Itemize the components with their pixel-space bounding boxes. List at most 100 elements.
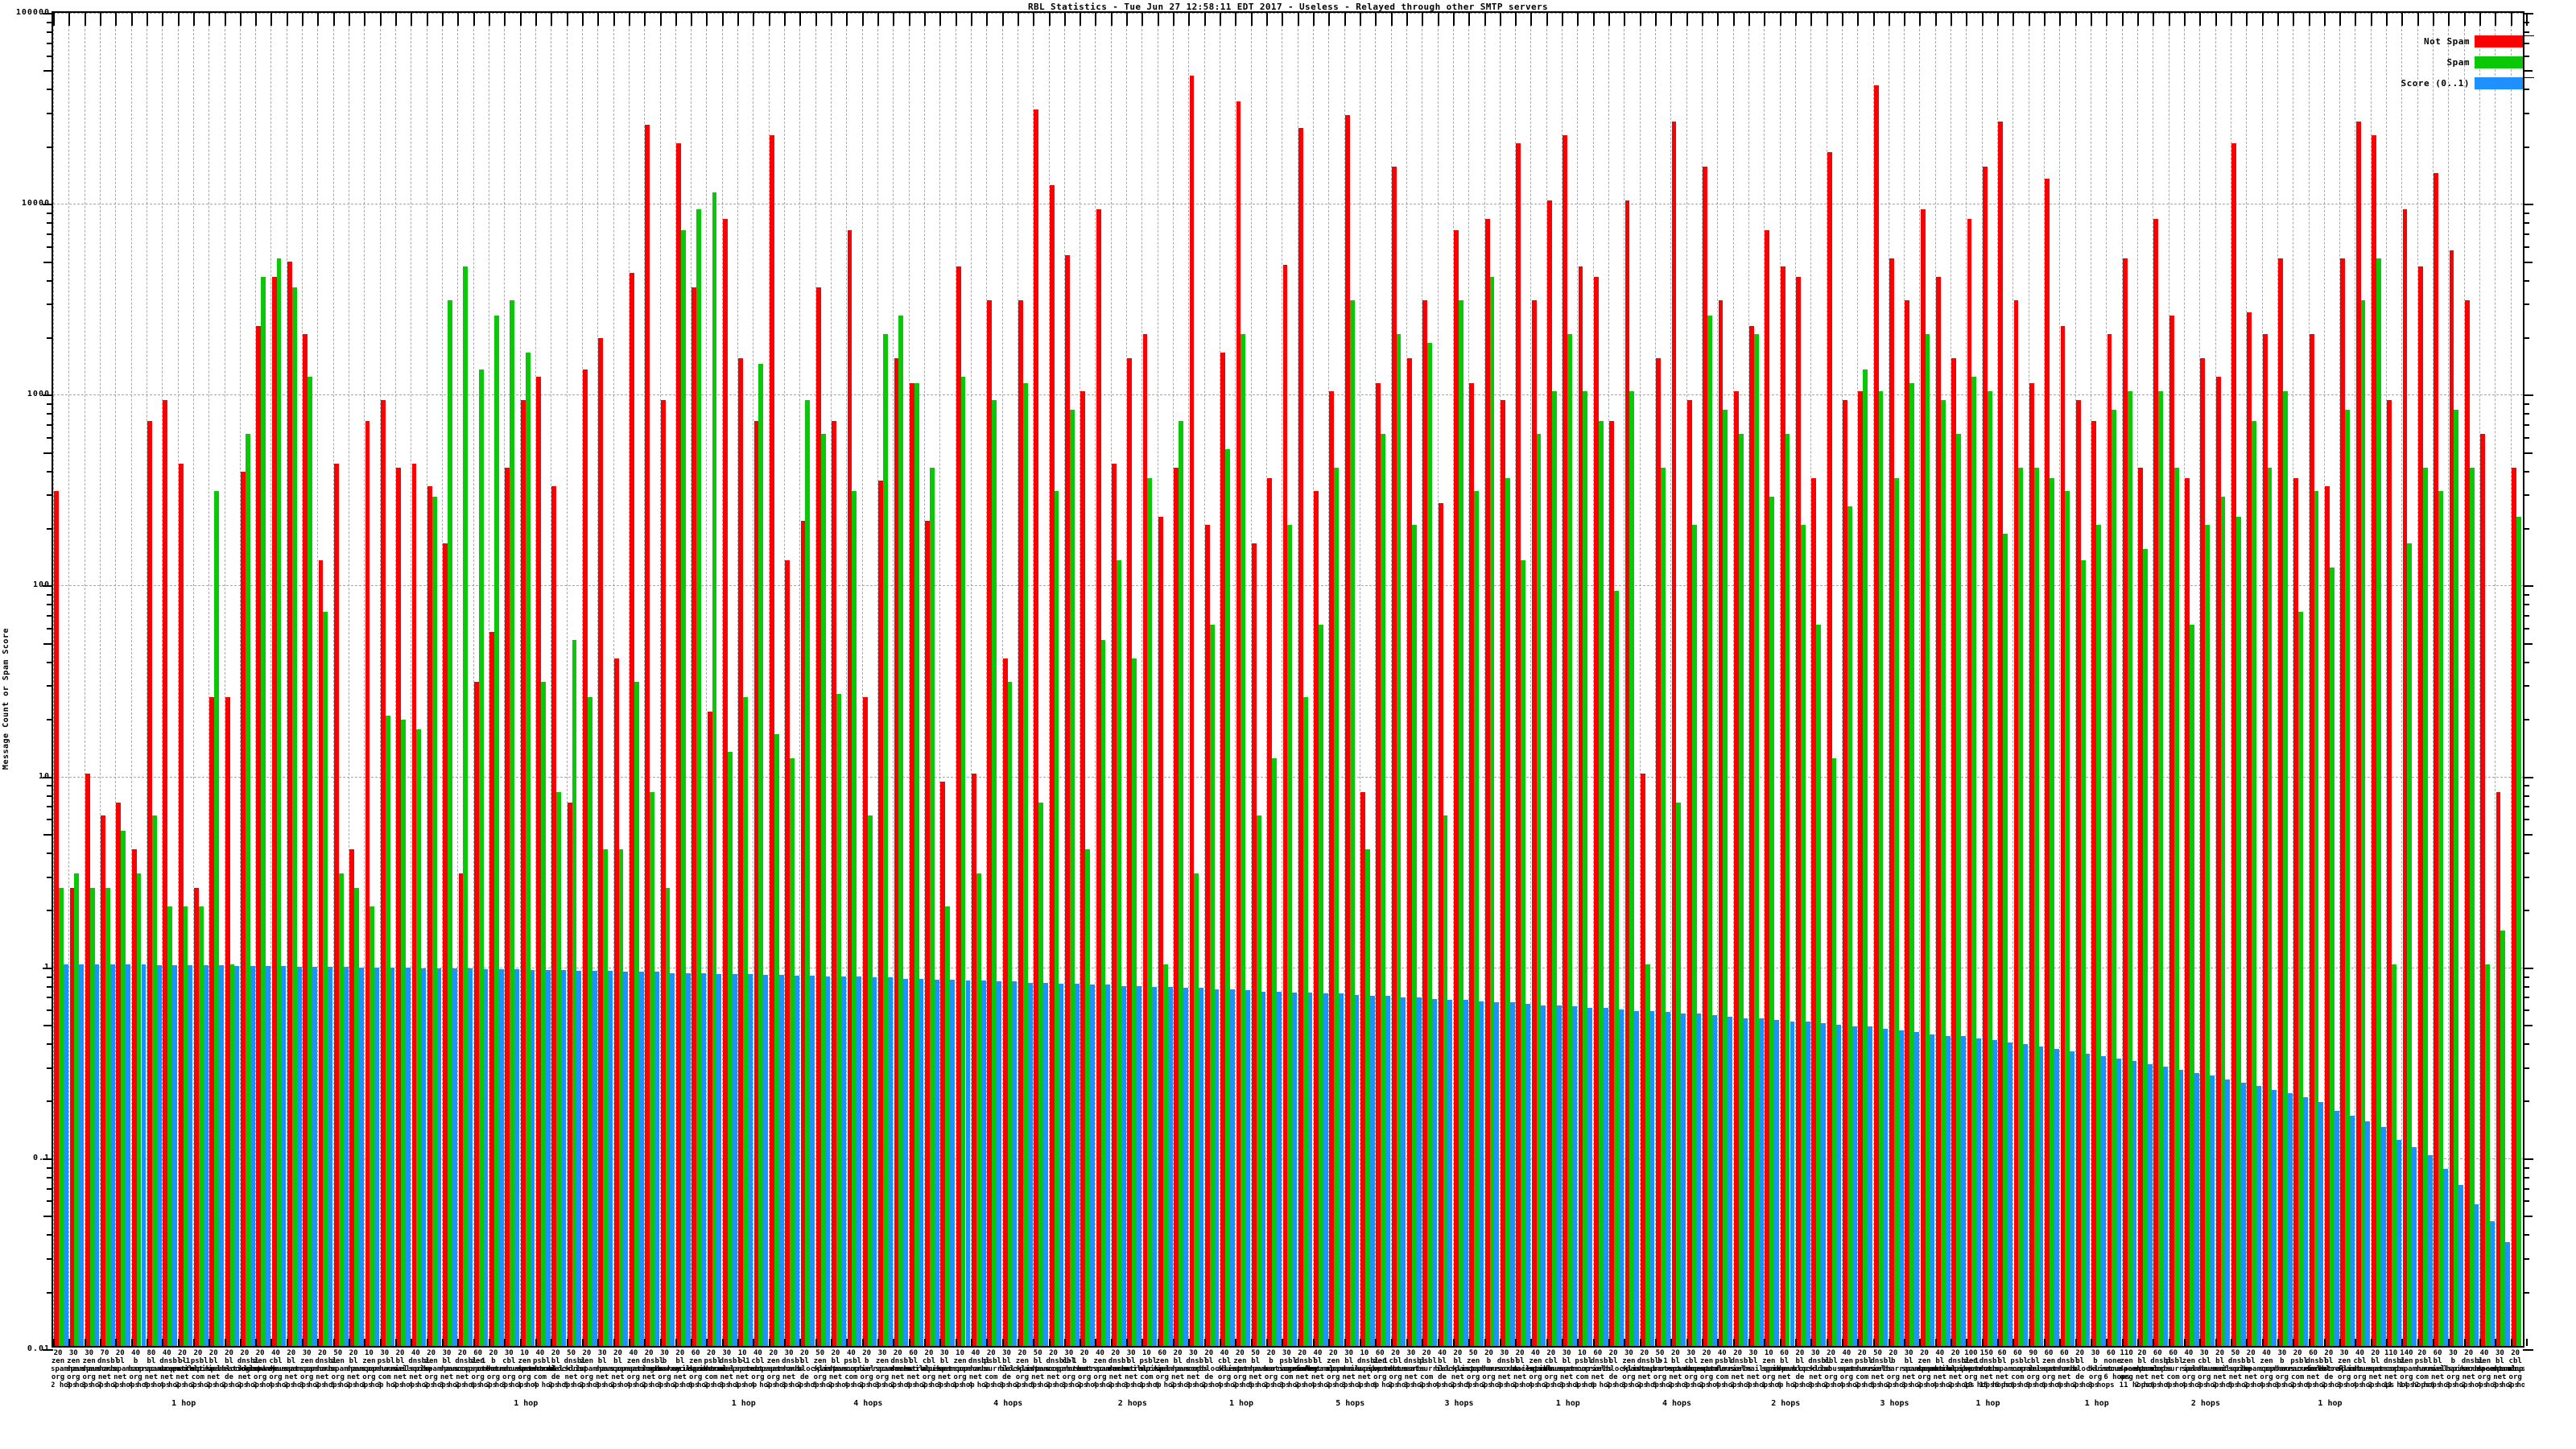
x-tick-bottom xyxy=(784,1339,786,1346)
x-tick-bottom xyxy=(2386,1339,2388,1346)
bar-group xyxy=(1935,13,1951,1346)
bar-not-spam xyxy=(1624,200,1630,1346)
y-tick-minor-right xyxy=(2523,222,2529,225)
bar-score xyxy=(608,971,613,1346)
grid-line-vertical xyxy=(1390,13,1392,1346)
x-tick-top xyxy=(411,13,413,26)
bar-score xyxy=(1027,982,1033,1346)
x-tick-bottom xyxy=(2355,1339,2357,1346)
bar-group xyxy=(2153,13,2169,1346)
x-tick-top xyxy=(1157,13,1159,26)
bar-spam xyxy=(2500,930,2506,1346)
x-tick-top xyxy=(2261,13,2264,26)
bar-score xyxy=(1137,985,1141,1346)
grid-line-vertical xyxy=(1732,13,1734,1346)
x-tick-bottom xyxy=(2183,1339,2186,1346)
bar-group xyxy=(270,13,287,1346)
bar-spam xyxy=(2205,525,2211,1346)
bar-spam xyxy=(2080,560,2086,1346)
bar-score xyxy=(1587,1008,1593,1346)
y-tick-minor-right xyxy=(2523,424,2529,427)
x-tick-label: 10 dnsbl-1 uceprotect net 1 hop xyxy=(1356,1349,1402,1389)
bar-score xyxy=(2116,1059,2122,1346)
bar-not-spam xyxy=(1889,258,1894,1346)
bar-spam xyxy=(1831,758,1837,1346)
x-tick-label: 60 dnsbl sorbs net 6 hops xyxy=(2057,1349,2083,1389)
grid-line-vertical xyxy=(535,13,536,1346)
bar-group xyxy=(2339,13,2355,1346)
hop-group-label: 1 hop xyxy=(1555,1399,1580,1408)
bar-score xyxy=(857,976,862,1346)
bar-group xyxy=(2293,13,2308,1346)
x-tick-top xyxy=(846,13,848,26)
x-tick-top xyxy=(1203,13,1206,26)
bar-group xyxy=(1904,13,1919,1346)
bar-group xyxy=(644,13,659,1346)
x-tick-label: 40 b barracudacentral org 4 hops xyxy=(128,1349,199,1389)
x-tick-top xyxy=(84,13,86,26)
bar-spam xyxy=(121,830,126,1346)
bar-score xyxy=(266,965,270,1346)
grid-line-vertical xyxy=(2495,13,2496,1346)
x-tick-label: 50 zen spamhaus org 5 hops xyxy=(330,1349,366,1389)
x-tick-bottom xyxy=(1141,1339,1144,1346)
y-tick-minor-right xyxy=(2523,528,2529,530)
bar-group xyxy=(1360,13,1375,1346)
x-tick-top xyxy=(1826,13,1828,26)
bar-spam xyxy=(1194,873,1199,1346)
bar-score xyxy=(2163,1067,2169,1346)
grid-line-vertical xyxy=(2308,13,2310,1346)
y-tick-label: 100000 xyxy=(15,8,50,17)
x-tick-label: 10 psbl surriel com 1 hop xyxy=(1139,1349,1170,1389)
bar-group xyxy=(1686,13,1702,1346)
x-tick-label: 20 zen spamhaus org 2 hops xyxy=(1232,1349,1268,1389)
y-tick-minor xyxy=(47,985,53,988)
bar-score xyxy=(1152,986,1158,1346)
bar-not-spam xyxy=(178,463,184,1346)
bar-score xyxy=(1105,985,1111,1346)
y-tick-label: 100 xyxy=(32,580,50,590)
grid-line-vertical xyxy=(504,13,506,1346)
x-tick-label: 30 bl spamcop net 3 hops xyxy=(937,1349,968,1389)
grid-line-vertical xyxy=(1608,13,1610,1346)
grid-line-vertical xyxy=(1048,13,1050,1346)
bar-group xyxy=(520,13,535,1346)
x-tick-label: 50 zen spamhaus org 5 hops xyxy=(1466,1349,1501,1389)
y-tick-minor xyxy=(43,1025,53,1027)
bar-group xyxy=(737,13,753,1346)
x-tick-top xyxy=(1717,13,1719,26)
x-tick-top xyxy=(2168,13,2170,26)
grid-line-vertical xyxy=(68,13,70,1346)
x-tick-bottom xyxy=(2510,1339,2512,1346)
grid-line-vertical xyxy=(1779,13,1781,1346)
y-tick-minor xyxy=(47,1009,53,1012)
x-tick-bottom xyxy=(2277,1339,2279,1346)
bar-not-spam xyxy=(2060,326,2066,1346)
x-tick-bottom xyxy=(504,1339,506,1346)
x-tick-bottom xyxy=(1764,1339,1766,1346)
bar-spam xyxy=(1754,333,1759,1346)
x-tick-label: 20 bl blocklist de 2 hops xyxy=(797,1349,837,1389)
bar-group xyxy=(225,13,240,1346)
x-tick-bottom xyxy=(1375,1339,1377,1346)
y-tick-minor xyxy=(47,1257,53,1260)
x-tick-top xyxy=(1499,13,1501,26)
x-tick-bottom xyxy=(2136,1339,2139,1346)
bar-score xyxy=(296,966,302,1346)
hop-group-label: 1 hop xyxy=(2318,1399,2343,1408)
bar-score xyxy=(716,973,722,1346)
x-tick-bottom xyxy=(1173,1339,1175,1346)
grid-line-vertical xyxy=(1188,13,1190,1346)
grid-line-vertical xyxy=(784,13,786,1346)
bar-spam xyxy=(1971,376,1977,1346)
x-tick-bottom xyxy=(1670,1339,1673,1346)
bar-score xyxy=(997,981,1001,1346)
x-tick-bottom xyxy=(1919,1339,1922,1346)
y-tick-minor-right xyxy=(2523,785,2529,787)
x-tick-top xyxy=(332,13,335,26)
bar-group xyxy=(147,13,162,1346)
y-tick-minor-right xyxy=(2523,594,2529,597)
bar-score xyxy=(1059,984,1064,1346)
grid-line-vertical xyxy=(1095,13,1096,1346)
